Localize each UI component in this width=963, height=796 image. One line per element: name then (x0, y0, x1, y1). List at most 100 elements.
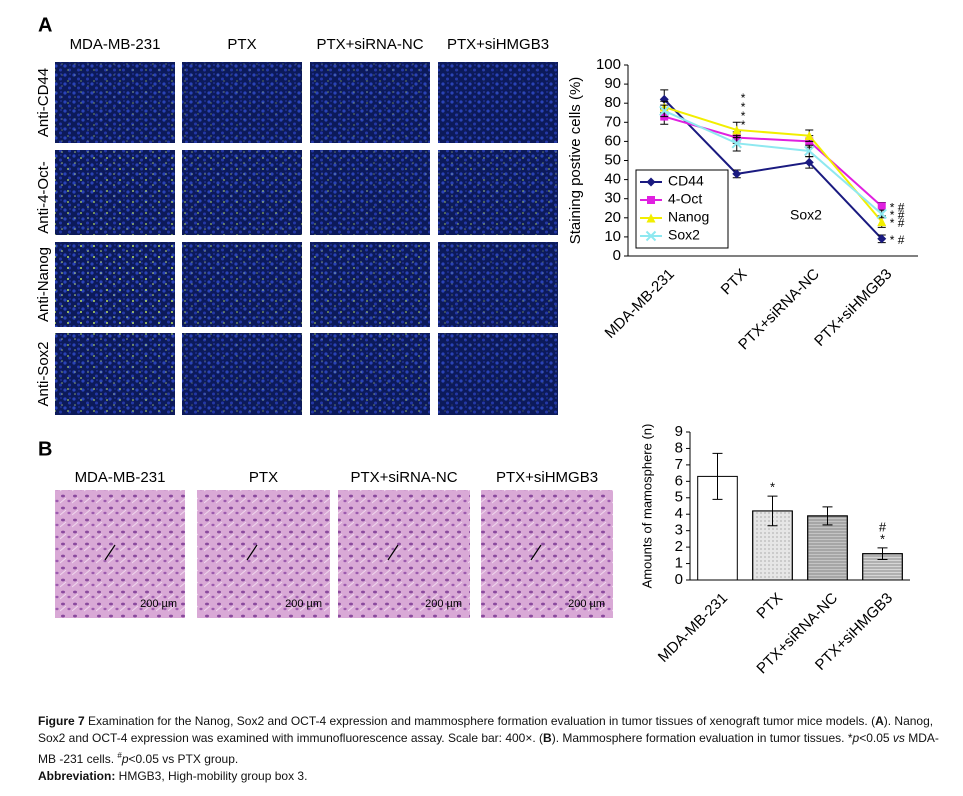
y-tick-label: 2 (675, 538, 683, 555)
fluorescence-signal (55, 242, 175, 327)
micrograph (55, 490, 185, 618)
significance-mark: * (741, 118, 746, 132)
column-header: PTX (249, 469, 278, 486)
column-header: PTX+siHMGB3 (447, 36, 549, 53)
column-header: PTX (227, 36, 256, 53)
y-tick-label: 5 (675, 489, 683, 506)
series-line (663, 106, 883, 223)
marker (804, 131, 814, 141)
arrow (104, 544, 116, 561)
column-header: MDA-MB-231 (70, 36, 161, 53)
y-tick-label: 6 (675, 472, 683, 489)
y-tick-label: 40 (604, 171, 621, 188)
caption-part: <0.05 (859, 731, 893, 745)
abbreviation: Abbreviation: HMGB3, High-mobility group… (38, 768, 943, 785)
row-label: Anti-4-Oct- (35, 161, 52, 234)
fluorescence-signal (182, 62, 302, 143)
y-tick-label: 30 (604, 190, 621, 207)
row-label: Anti-Nanog (35, 247, 52, 322)
y-tick-label: 1 (675, 555, 683, 572)
abbreviation-label: Abbreviation: (38, 769, 116, 783)
arrow (387, 544, 399, 561)
column-header: PTX+siRNA-NC (316, 36, 423, 53)
fluorescence-signal (438, 333, 558, 415)
marker (732, 169, 742, 179)
y-tick-label: 7 (675, 456, 683, 473)
x-tick-label: PTX+siHMGB3 (811, 266, 895, 350)
y-axis-title: Staining postive cells (%) (567, 77, 584, 245)
marker (659, 105, 670, 117)
significance-mark: * # (890, 216, 905, 230)
fluorescence-signal (438, 150, 558, 235)
y-tick-label: 8 (675, 439, 683, 456)
column-header: MDA-MB-231 (75, 469, 166, 486)
significance-mark: * (741, 109, 746, 123)
marker (804, 157, 814, 167)
significance-mark: * # (890, 208, 905, 222)
caption-part: p (852, 731, 860, 745)
marker (804, 145, 815, 157)
y-tick-label: 60 (604, 132, 621, 149)
arrow (530, 544, 542, 561)
fluorescence-signal (182, 150, 302, 235)
significance-mark: * (741, 100, 746, 114)
marker (877, 217, 887, 227)
y-tick-label: 4 (675, 505, 683, 522)
marker (647, 196, 655, 204)
bar-texture (807, 515, 848, 581)
x-tick-label: MDA-MB-231 (602, 266, 678, 342)
fluorescence-signal (438, 62, 558, 143)
row-label: Anti-CD44 (35, 68, 52, 137)
significance-mark: # (879, 519, 887, 534)
y-tick-label: 90 (604, 75, 621, 92)
scale-bar-label: 200 µm (140, 598, 177, 610)
caption-part: Examination for the Nanog, Sox2 and OCT-… (84, 714, 876, 728)
caption-part: B (543, 731, 552, 745)
fluorescence-signal (182, 242, 302, 327)
caption-part: # (117, 751, 122, 760)
y-tick-label: 100 (596, 56, 621, 73)
series-line (663, 109, 883, 215)
significance-mark: * (770, 480, 775, 495)
marker (731, 138, 742, 149)
marker (877, 234, 887, 244)
marker (876, 208, 887, 220)
caption-part: ). Nanog, Sox2 and OCT-4 expression was … (38, 714, 934, 745)
marker (645, 230, 657, 242)
y-tick-label: 3 (675, 522, 683, 539)
significance-mark: * (741, 91, 746, 105)
micrograph (481, 490, 613, 618)
legend-label: 4-Oct (668, 191, 702, 207)
micrograph (338, 490, 470, 618)
fluorescence-signal (310, 62, 430, 143)
row-label: Anti-Sox2 (35, 341, 52, 406)
y-axis-title: Amounts of mamosphere (n) (639, 424, 654, 589)
scale-bar-label: 200 µm (425, 598, 462, 610)
fluorescence-signal (310, 333, 430, 415)
fluorescence-signal (310, 242, 430, 327)
column-header: PTX+siHMGB3 (496, 469, 598, 486)
caption: Figure 7 Examination for the Nanog, Sox2… (38, 713, 943, 785)
marker (646, 177, 656, 187)
scale-bar-label: 200 µm (568, 598, 605, 610)
caption-part: ). Mammosphere formation evaluation in t… (551, 731, 853, 745)
fluorescence-signal (310, 150, 430, 235)
fluorescence-signal (55, 62, 175, 143)
y-tick-label: 70 (604, 113, 621, 130)
annotation: Sox2 (790, 207, 822, 223)
caption-text: Figure 7 Examination for the Nanog, Sox2… (38, 713, 943, 768)
fluorescence-signal (182, 333, 302, 415)
error-bar (822, 506, 833, 526)
y-tick-label: 50 (604, 151, 621, 168)
legend-label: CD44 (668, 173, 704, 189)
column-header: PTX+siRNA-NC (350, 469, 457, 486)
marker (877, 202, 886, 211)
abbreviation-text: HMGB3, High-mobility group box 3. (115, 769, 308, 783)
scale-bar-label: 200 µm (285, 598, 322, 610)
y-tick-label: 9 (675, 423, 683, 440)
fluorescence-signal (55, 150, 175, 235)
caption-part: vs (892, 731, 905, 745)
panel-label: B (38, 438, 52, 460)
x-tick-label: PTX (718, 266, 751, 299)
y-tick-label: 10 (604, 228, 621, 245)
